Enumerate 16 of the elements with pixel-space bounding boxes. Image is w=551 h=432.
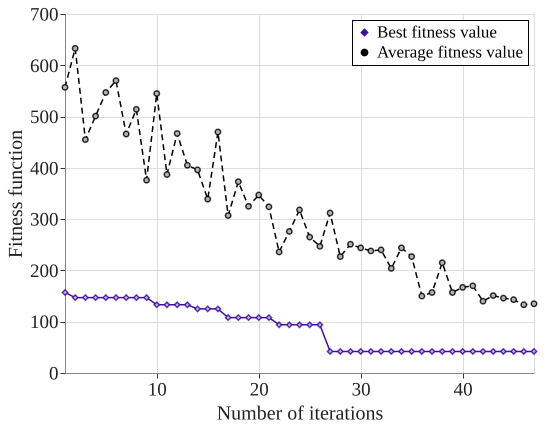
y-tick-label: 500 [30, 107, 58, 128]
x-tick-label: 30 [352, 380, 371, 400]
legend-label: Average fitness value [377, 42, 524, 62]
x-tick-label: 40 [454, 380, 473, 400]
y-tick-label: 100 [30, 312, 58, 334]
y-tick-label: 0 [49, 364, 58, 384]
legend-label: Best fitness value [377, 22, 497, 42]
y-tick-label: 600 [30, 56, 58, 77]
x-axis-title: Number of iterations [216, 402, 384, 424]
y-axis-title: Fitness function [5, 130, 27, 258]
y-tick-label: 700 [30, 4, 58, 26]
x-tick-label: 10 [148, 380, 167, 400]
y-tick-label: 300 [30, 210, 58, 231]
y-tick-label: 400 [30, 158, 58, 180]
y-tick-label: 200 [30, 260, 58, 282]
x-tick-label: 20 [250, 380, 269, 400]
